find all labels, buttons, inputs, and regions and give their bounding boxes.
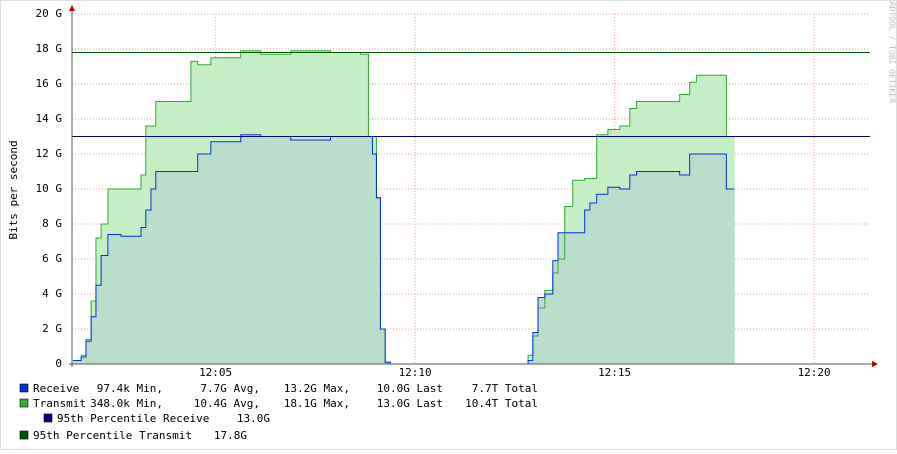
series-outline — [73, 134, 735, 365]
area-step — [145, 209, 152, 365]
area-step — [260, 136, 291, 365]
area-step — [537, 297, 546, 365]
area-step — [527, 360, 534, 365]
area-step — [532, 332, 539, 365]
area-step — [636, 171, 661, 365]
area-step — [552, 260, 559, 365]
y-tick-label: 14 G — [36, 112, 63, 125]
x-tick-label: 12:10 — [399, 366, 432, 379]
area-step — [572, 232, 586, 365]
x-tick-label: 12:15 — [598, 366, 631, 379]
legend-value: 17.8G — [214, 429, 247, 442]
area-step — [726, 188, 735, 365]
area-step — [140, 227, 147, 365]
area-step — [197, 153, 212, 365]
area-step — [584, 209, 591, 365]
area-step — [155, 171, 192, 365]
area-step — [589, 202, 597, 365]
x-tick-label: 12:20 — [798, 366, 831, 379]
area-step — [240, 134, 262, 365]
y-tick-label: 20 G — [36, 7, 63, 20]
area-step — [190, 171, 198, 365]
area-step — [330, 136, 361, 365]
area-step — [619, 188, 631, 365]
legend-label: 95th Percentile Transmit — [33, 429, 192, 442]
y-tick-label: 16 G — [36, 77, 63, 90]
legend-stat: 97.4k Min, — [97, 382, 163, 395]
area-step — [544, 293, 554, 365]
y-axis-label: Bits per second — [7, 140, 20, 239]
area-step — [100, 255, 109, 365]
legend-stat: 10.4T Total — [465, 397, 538, 410]
y-arrow — [69, 5, 75, 11]
legend-stat: 18.1G Max, — [284, 397, 350, 410]
y-tick-label: 4 G — [42, 287, 62, 300]
area-step — [629, 174, 637, 365]
y-tick-label: 10 G — [36, 182, 63, 195]
x-arrow — [872, 361, 878, 367]
area-step — [107, 234, 122, 365]
legend-stat: 10.0G Last — [377, 382, 443, 395]
area-step — [380, 328, 386, 365]
y-tick-label: 18 G — [36, 42, 63, 55]
area-step — [90, 316, 97, 365]
legend-label: Transmit — [33, 397, 86, 410]
y-tick-label: 0 — [55, 357, 62, 370]
area-step — [80, 356, 87, 365]
area-step — [95, 284, 102, 365]
y-tick-label: 12 G — [36, 147, 63, 160]
area-step — [360, 136, 369, 365]
areas — [72, 50, 735, 365]
legend-stat: 7.7T Total — [472, 382, 538, 395]
legend-label: Receive — [33, 382, 79, 395]
area-step — [290, 139, 331, 365]
area-step — [659, 171, 680, 365]
legend-swatch — [19, 383, 29, 393]
area-step — [72, 360, 82, 365]
y-tick-label: 6 G — [42, 252, 62, 265]
watermark: RRDTOOL / TOBI OETIKER — [888, 0, 897, 103]
legend-label: 95th Percentile Receive — [57, 412, 209, 425]
x-tick-label: 12:05 — [199, 366, 232, 379]
legend-stat: 10.4G Avg, — [194, 397, 260, 410]
area-step — [596, 193, 609, 365]
y-tick-label: 8 G — [42, 217, 62, 230]
legend-stat: 13.2G Max, — [284, 382, 350, 395]
y-tick-label: 2 G — [42, 322, 62, 335]
legend-stat: 348.0k Min, — [90, 397, 163, 410]
lines — [73, 50, 735, 365]
area-step — [557, 232, 566, 365]
area-step — [607, 186, 621, 365]
area-step — [85, 340, 92, 365]
legend-swatch — [43, 413, 53, 423]
area-step — [372, 153, 377, 365]
area-step — [696, 153, 727, 365]
legend-swatch — [19, 430, 29, 440]
legend-stat: 13.0G Last — [377, 397, 443, 410]
area-step — [564, 232, 574, 365]
area-step — [679, 174, 690, 365]
legend-swatch — [19, 398, 29, 408]
legend-stat: 7.7G Avg, — [200, 382, 260, 395]
area-step — [368, 136, 373, 365]
legend-value: 13.0G — [237, 412, 270, 425]
area-step — [150, 188, 157, 365]
area-step — [376, 197, 381, 365]
area-step — [210, 141, 242, 365]
area-step — [689, 153, 697, 365]
area-step — [120, 235, 142, 365]
